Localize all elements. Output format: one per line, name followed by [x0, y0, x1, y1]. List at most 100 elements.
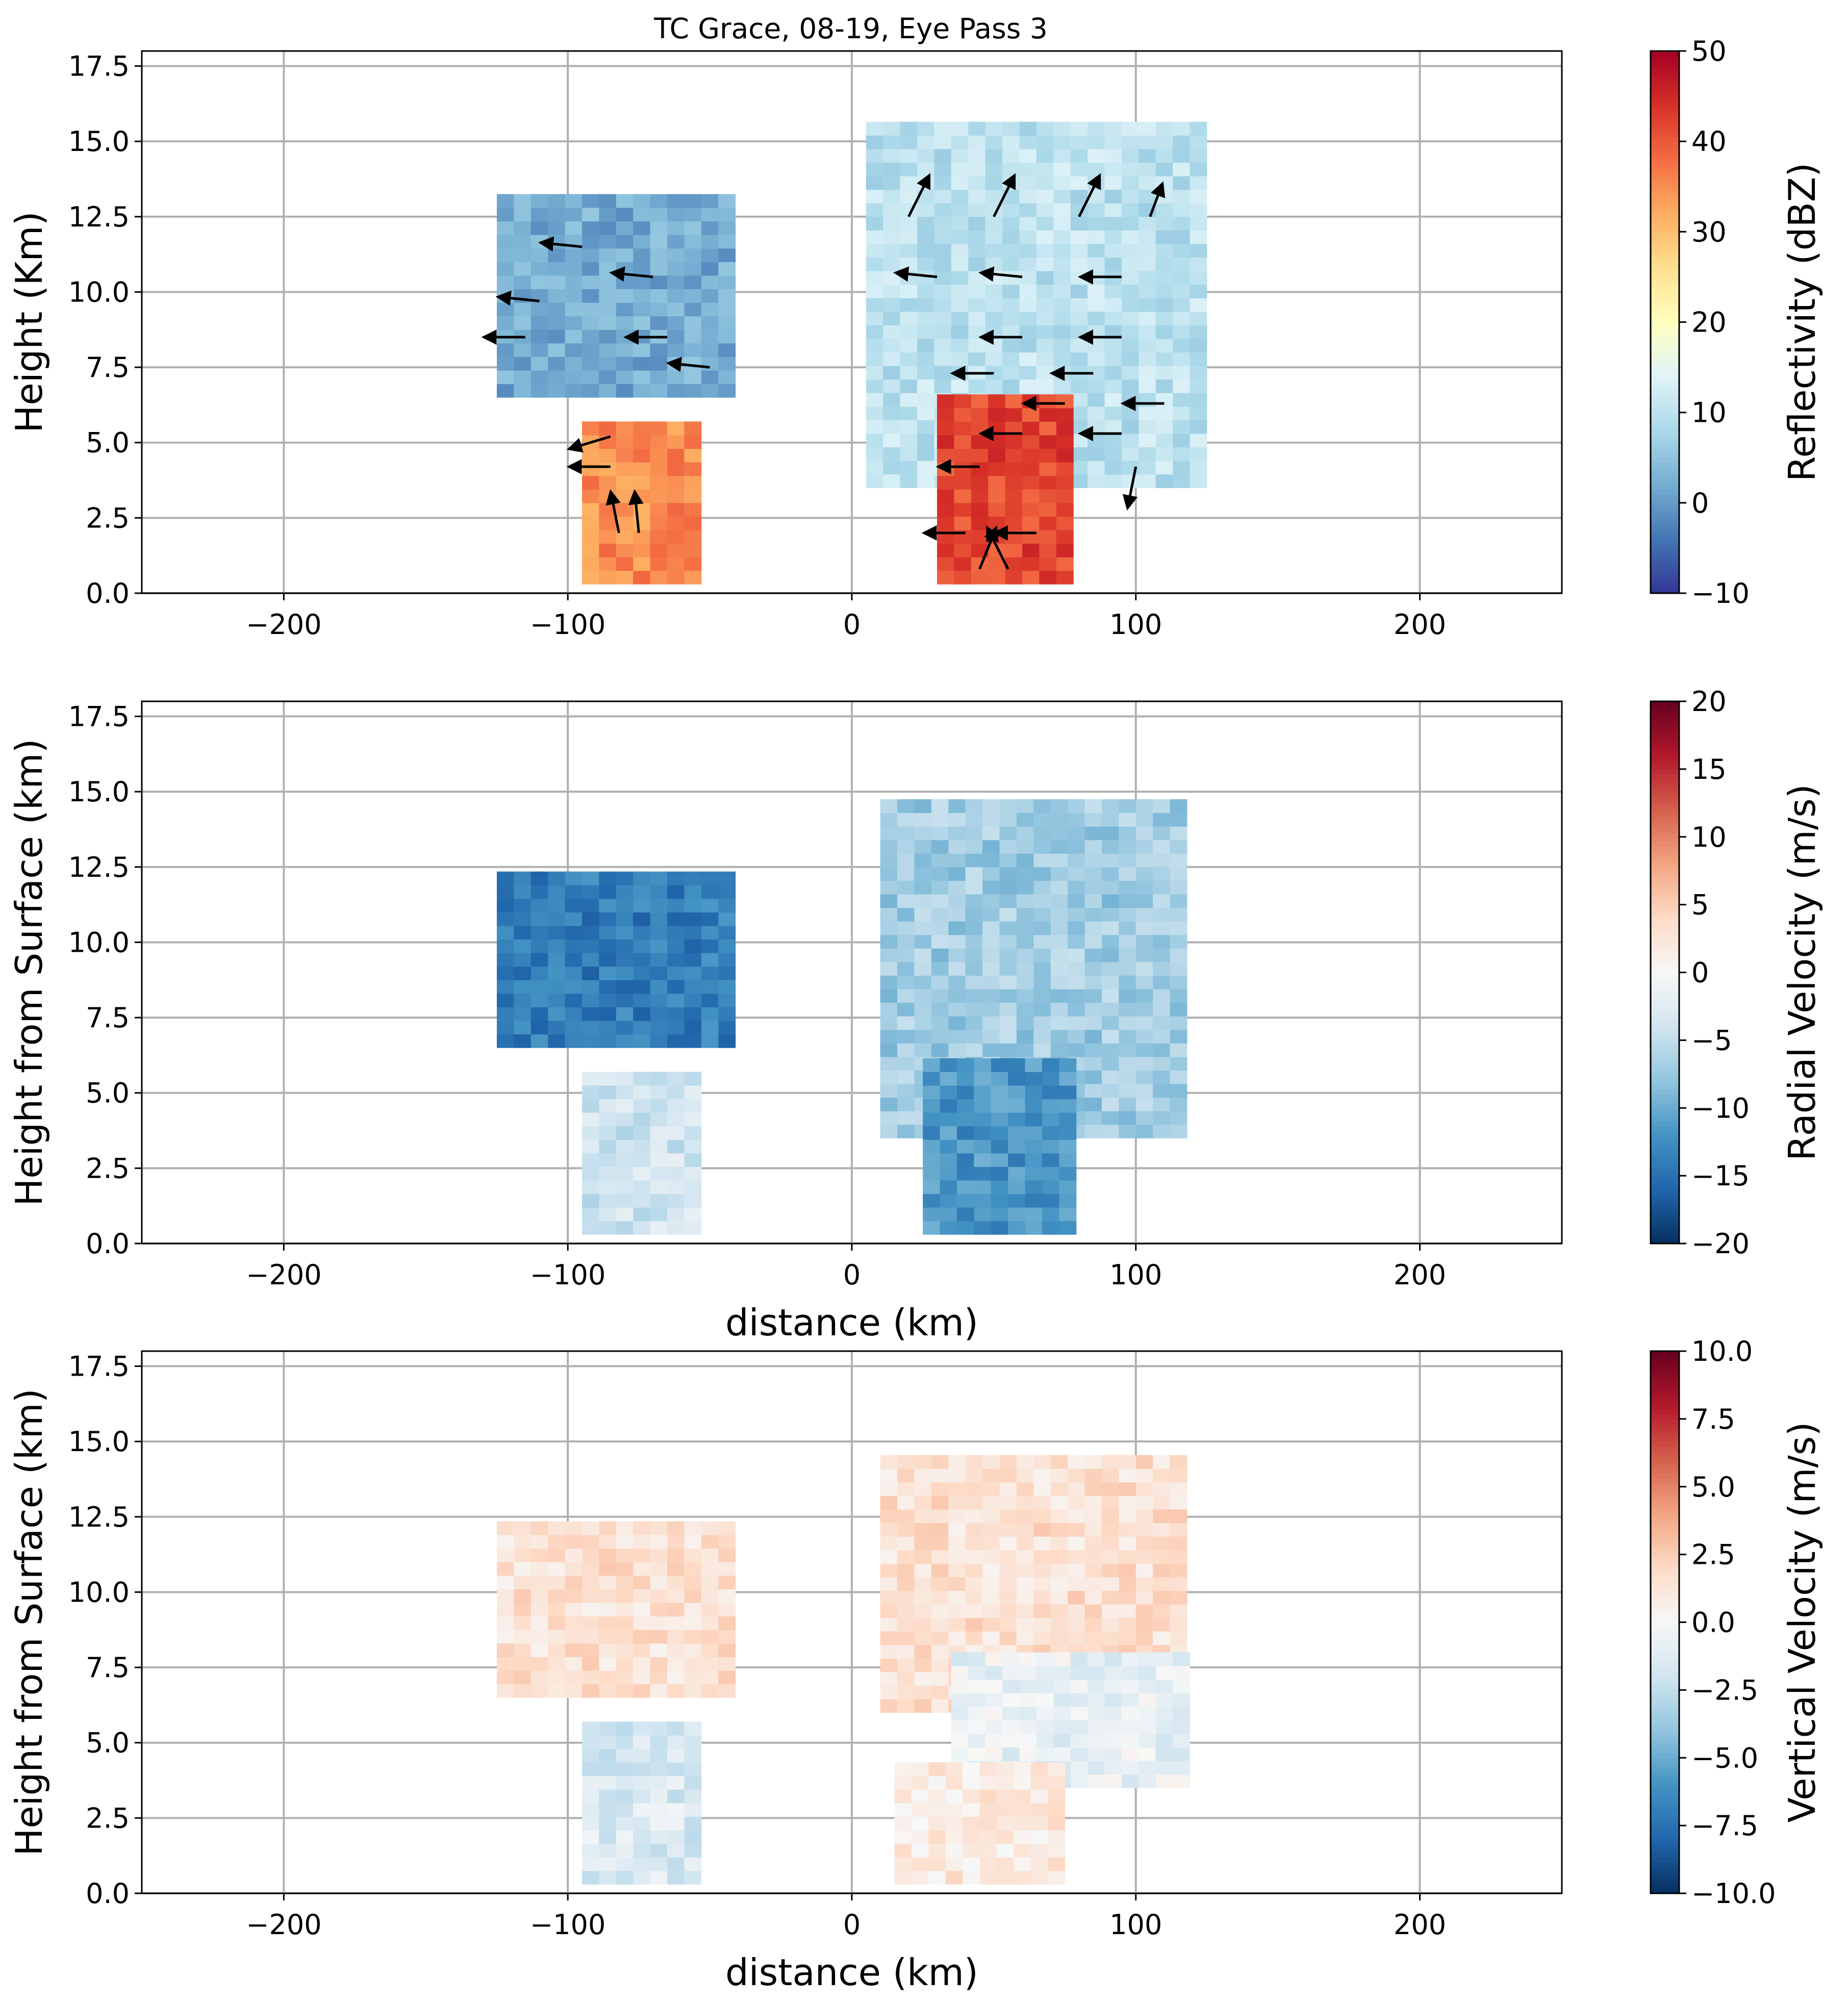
- field-cell: [1084, 799, 1102, 814]
- field-cell: [718, 1684, 736, 1698]
- field-cell: [1053, 1666, 1071, 1680]
- field-cell: [1084, 1111, 1102, 1125]
- colorbar-segment: [1651, 177, 1679, 183]
- field-cell: [974, 1207, 992, 1222]
- field-cell: [965, 1590, 983, 1605]
- colorbar-segment: [1651, 1590, 1679, 1595]
- field-cell: [1068, 961, 1085, 976]
- colorbar-segment: [1651, 367, 1679, 372]
- field-cell: [1025, 1085, 1043, 1100]
- field-cell: [1070, 1679, 1088, 1693]
- field-cell: [497, 357, 514, 371]
- field-cell: [548, 1657, 566, 1671]
- field-cell: [1104, 1774, 1122, 1788]
- field-cell: [1022, 502, 1040, 517]
- field-cell: [1104, 203, 1122, 217]
- y-tick-label: 0.0: [86, 1228, 130, 1260]
- field-cell: [1138, 311, 1156, 325]
- field-cell: [582, 1735, 599, 1749]
- field-cell: [548, 1521, 566, 1535]
- field-cell: [1155, 162, 1173, 176]
- field-cell: [1070, 257, 1088, 271]
- colorbar-segment: [1651, 895, 1679, 901]
- field-cell: [1033, 1029, 1051, 1044]
- field-cell: [633, 1034, 651, 1048]
- field-cell: [1016, 1550, 1034, 1564]
- field-cell: [965, 894, 983, 908]
- colorbar: −10.0−7.5−5.0−2.50.02.55.07.510.0Vertica…: [1650, 1335, 1824, 1910]
- field-cell: [1084, 988, 1102, 1003]
- field-cell: [650, 1684, 668, 1698]
- field-cell: [565, 370, 583, 385]
- field-cell: [1070, 243, 1088, 258]
- field-cell: [937, 543, 954, 557]
- field-cell: [991, 1153, 1008, 1167]
- colorbar-segment: [1651, 805, 1679, 810]
- field-cell: [1084, 1084, 1102, 1098]
- field-cell: [957, 1139, 974, 1154]
- field-cell: [684, 529, 702, 544]
- field-cell: [1119, 1097, 1136, 1111]
- colorbar-segment: [1651, 760, 1679, 765]
- field-cell: [497, 1603, 514, 1617]
- field-cell: [1050, 1536, 1068, 1551]
- field-cell: [530, 248, 548, 262]
- field-cell: [1101, 867, 1119, 881]
- field-cell: [1070, 1706, 1088, 1720]
- field-cell: [684, 1180, 702, 1195]
- field-cell: [718, 262, 736, 276]
- field-cell: [931, 1550, 949, 1564]
- field-cell: [1155, 243, 1173, 258]
- field-cell: [497, 939, 514, 953]
- field-cell: [1084, 921, 1102, 935]
- field-cell: [880, 934, 898, 949]
- field-cell: [1170, 1056, 1187, 1071]
- field-cell: [1155, 366, 1173, 380]
- colorbar-segment: [1651, 936, 1679, 942]
- colorbar-tick-label: 5: [1691, 889, 1709, 921]
- field-cell: [1155, 135, 1173, 149]
- field-cell: [1138, 461, 1156, 475]
- field-cell: [667, 1870, 685, 1885]
- field-cell: [1087, 338, 1105, 353]
- colorbar-segment: [1651, 51, 1679, 56]
- field-cell: [1068, 948, 1085, 962]
- field-cell: [565, 302, 583, 317]
- field-cell: [991, 1207, 1008, 1222]
- field-cell: [633, 1630, 651, 1644]
- field-cell: [667, 448, 685, 463]
- field-cell: [1170, 988, 1187, 1003]
- colorbar-segment: [1651, 1216, 1679, 1222]
- field-cell: [1121, 474, 1139, 488]
- field-cell: [565, 966, 583, 980]
- field-cell: [1101, 1563, 1119, 1578]
- field-cell: [616, 1762, 634, 1777]
- field-cell: [530, 1521, 548, 1535]
- field-cell: [667, 1748, 685, 1763]
- field-cell: [599, 1670, 617, 1685]
- field-cell: [996, 1789, 1014, 1804]
- field-cell: [582, 462, 599, 476]
- field-cell: [1053, 379, 1071, 393]
- field-cell: [948, 1468, 966, 1483]
- field-cell: [650, 221, 668, 235]
- field-cell: [979, 1816, 997, 1831]
- field-cell: [1033, 813, 1051, 827]
- field-cell: [1101, 880, 1119, 895]
- field-cell: [974, 1085, 992, 1100]
- field-cell: [1016, 1029, 1034, 1044]
- colorbar-segment: [1651, 1108, 1679, 1113]
- field-cell: [514, 1521, 531, 1535]
- field-cell: [999, 1043, 1017, 1057]
- field-cell: [616, 1072, 634, 1086]
- field-cell: [582, 1535, 599, 1549]
- field-cell: [974, 1112, 992, 1127]
- field-cell: [914, 840, 932, 854]
- field-cell: [931, 948, 949, 962]
- field-cell: [684, 1207, 702, 1222]
- field-cell: [1170, 840, 1187, 854]
- field-cell: [530, 925, 548, 940]
- field-cell: [1002, 216, 1020, 231]
- colorbar-label: Reflectivity (dBZ): [1781, 163, 1824, 482]
- field-cell: [1002, 257, 1020, 271]
